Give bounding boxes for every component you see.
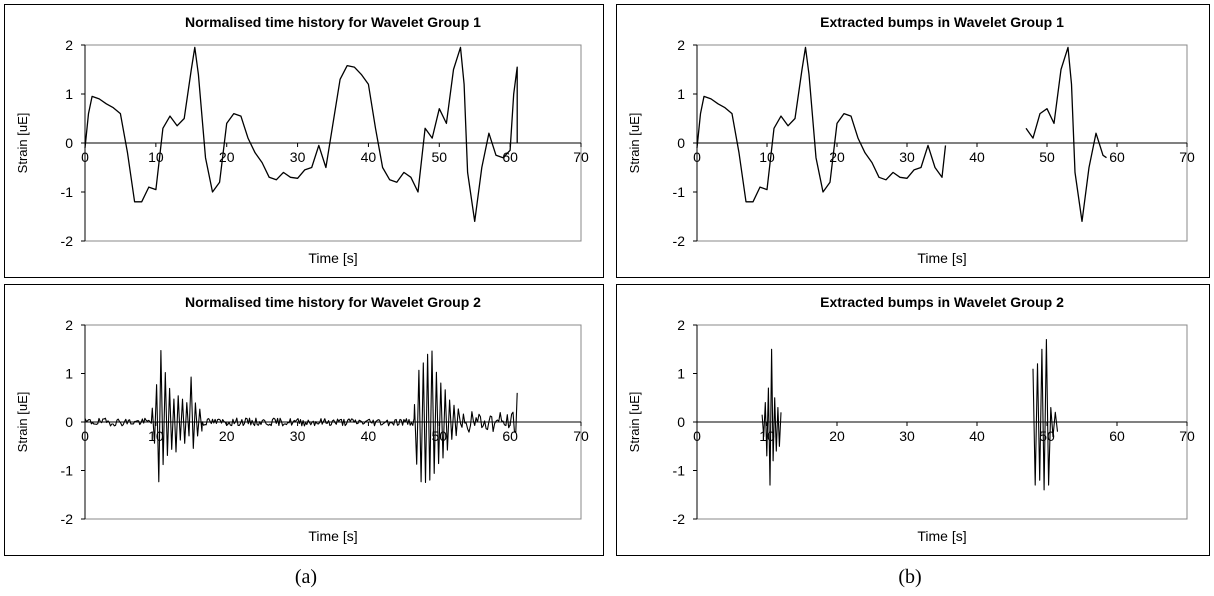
y-tick-label: -1 [673,463,686,479]
x-tick-label: 60 [502,428,518,444]
x-tick-label: 20 [219,428,235,444]
x-tick-label: 50 [431,149,447,165]
x-tick-label: 40 [969,428,985,444]
chart-panel-a1: Normalised time history for Wavelet Grou… [4,4,604,278]
y-tick-label: 0 [677,135,685,151]
chart-svg-a1: Normalised time history for Wavelet Grou… [15,14,589,266]
x-tick-label: 30 [899,428,915,444]
y-tick-label: 1 [65,86,73,102]
chart-panel-b2: Extracted bumps in Wavelet Group 2 2 1 0 -1 -… [616,284,1210,556]
y-tick-label: -1 [61,463,74,479]
x-tick-label: 70 [1179,149,1195,165]
series-segment-1 [696,46,947,203]
y-axis-label: Strain [uE] [15,392,30,453]
y-tick-label: 1 [677,86,685,102]
x-tick-label: 10 [148,149,164,165]
y-tick-label: -2 [61,233,74,249]
chart-panel-b1: Extracted bumps in Wavelet Group 1 2 1 0 -1-… [616,4,1210,278]
chart-svg-b1: Extracted bumps in Wavelet Group 1210-1-… [627,14,1195,266]
chart-title: Normalised time history for Wavelet Grou… [185,294,481,310]
chart-title: Extracted bumps in Wavelet Group 2 [820,294,1064,310]
y-tick-label: 2 [677,37,685,53]
y-tick-label: -1 [61,184,74,200]
series-burst-2 [1032,338,1059,491]
y-axis-label: Strain [uE] [15,113,30,174]
y-tick-label: 0 [65,135,73,151]
x-tick-label: 70 [1179,428,1195,444]
series-segment-2 [1025,46,1107,223]
y-tick-label: 2 [65,317,73,333]
caption-b: (b) [898,566,922,588]
x-axis-label: Time [s] [917,528,966,544]
x-axis-label: Time [s] [917,250,966,266]
series-line [84,349,518,484]
y-tick-label: 2 [65,37,73,53]
series-burst-1 [761,348,782,486]
x-tick-label: 30 [290,149,306,165]
chart-title: Normalised time history for Wavelet Grou… [185,14,481,30]
x-tick-label: 40 [361,149,377,165]
x-tick-label: 60 [1109,149,1125,165]
x-tick-label: 70 [573,428,589,444]
x-tick-label: 70 [573,149,589,165]
x-tick-label: 40 [361,428,377,444]
x-tick-label: 60 [502,149,518,165]
x-tick-label: 0 [81,149,89,165]
y-tick-label: 2 [677,317,685,333]
x-tick-label: 30 [899,149,915,165]
chart-svg-b2: Extracted bumps in Wavelet Group 2 2 1 0 -1 -… [627,294,1195,544]
x-axis-label: Time [s] [308,250,357,266]
y-tick-label: -2 [61,511,74,527]
x-tick-label: 50 [1039,149,1055,165]
y-tick-label: -1 [673,184,686,200]
chart-title: Extracted bumps in Wavelet Group 1 [820,14,1064,30]
x-tick-label: 10 [148,428,164,444]
x-tick-label: 0 [693,428,701,444]
y-tick-label: -2 [673,233,686,249]
chart-svg-a2: Normalised time history for Wavelet Grou… [15,294,589,544]
y-tick-label: -2 [673,511,686,527]
caption-a: (a) [294,566,318,588]
series-line [84,46,518,223]
x-tick-label: 30 [290,428,306,444]
x-tick-label: 20 [829,149,845,165]
chart-panel-a2: Normalised time history for Wavelet Grou… [4,284,604,556]
x-tick-label: 0 [693,149,701,165]
x-tick-label: 60 [1109,428,1125,444]
y-axis-label: Strain [uE] [627,113,642,174]
y-tick-label: 0 [677,414,685,430]
x-tick-label: 20 [219,149,235,165]
y-tick-label: 1 [677,366,685,382]
x-tick-label: 10 [759,149,775,165]
y-tick-label: 1 [65,366,73,382]
x-axis-label: Time [s] [308,528,357,544]
x-tick-label: 20 [829,428,845,444]
x-tick-label: 0 [81,428,89,444]
y-tick-label: 0 [65,414,73,430]
x-tick-label: 40 [969,149,985,165]
y-axis-label: Strain [uE] [627,392,642,453]
